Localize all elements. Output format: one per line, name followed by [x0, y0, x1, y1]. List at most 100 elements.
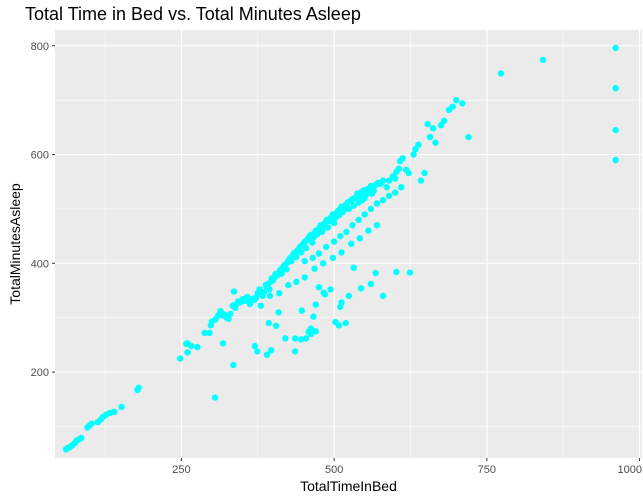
- data-point: [415, 141, 422, 148]
- data-point: [293, 278, 300, 285]
- data-point: [343, 228, 350, 235]
- data-point: [177, 355, 184, 362]
- data-point: [266, 286, 273, 293]
- data-point: [291, 335, 299, 342]
- data-point: [227, 310, 234, 318]
- data-point: [379, 197, 387, 204]
- y-tick-label: 600: [31, 150, 49, 162]
- data-point: [135, 384, 142, 391]
- data-point: [361, 211, 368, 218]
- data-point: [268, 347, 275, 354]
- data-point: [429, 125, 437, 132]
- data-point: [379, 177, 387, 184]
- data-point: [465, 133, 472, 141]
- data-point: [453, 97, 460, 104]
- data-point: [257, 302, 264, 309]
- data-point: [338, 299, 345, 306]
- data-point: [357, 285, 365, 292]
- data-point: [298, 249, 305, 256]
- data-point: [307, 325, 315, 332]
- data-point: [272, 322, 280, 329]
- data-point: [211, 394, 219, 401]
- data-point: [252, 294, 260, 301]
- data-point: [313, 231, 321, 238]
- data-point: [379, 292, 387, 300]
- data-point: [285, 281, 292, 289]
- data-point: [612, 156, 619, 164]
- x-axis-label: TotalTimeInBed: [300, 478, 397, 494]
- data-point: [311, 265, 318, 272]
- x-tick-label: 1000: [618, 464, 642, 476]
- major-gridlines: [55, 30, 642, 458]
- data-point: [324, 224, 332, 231]
- data-point: [219, 340, 227, 347]
- data-point: [246, 300, 254, 308]
- data-point: [78, 434, 85, 442]
- data-point: [337, 232, 344, 240]
- data-point: [312, 328, 319, 335]
- data-point: [497, 70, 505, 77]
- data-point: [345, 205, 352, 213]
- chart-title: Total Time in Bed vs. Total Minutes Asle…: [25, 4, 361, 24]
- data-point: [440, 117, 448, 125]
- x-tick-label: 250: [172, 464, 190, 476]
- data-point: [392, 189, 399, 196]
- data-point: [345, 292, 352, 300]
- x-tick-label: 750: [478, 464, 496, 476]
- data-point: [612, 85, 619, 92]
- data-point: [539, 56, 547, 64]
- data-point: [283, 266, 290, 273]
- data-point: [449, 103, 456, 110]
- data-point: [367, 205, 374, 213]
- data-point: [393, 268, 400, 276]
- data-point: [309, 239, 316, 246]
- data-point: [392, 175, 399, 182]
- data-point: [355, 216, 362, 223]
- data-point: [406, 269, 414, 276]
- data-point: [111, 408, 118, 415]
- data-point: [301, 257, 308, 265]
- data-point: [310, 313, 317, 320]
- data-point: [275, 309, 282, 316]
- data-point: [330, 238, 338, 245]
- data-point: [370, 187, 377, 194]
- data-point: [372, 269, 379, 277]
- data-point: [301, 274, 308, 281]
- data-point: [184, 340, 191, 347]
- data-point: [312, 301, 319, 308]
- data-point: [383, 184, 390, 191]
- data-point: [184, 349, 191, 356]
- data-point: [338, 249, 345, 256]
- data-point: [230, 361, 237, 369]
- data-point: [302, 244, 310, 252]
- data-point: [201, 329, 208, 337]
- data-point: [206, 329, 213, 337]
- data-point: [282, 335, 289, 342]
- data-point: [323, 243, 330, 251]
- y-tick-label: 200: [31, 367, 49, 379]
- data-point: [288, 257, 295, 265]
- y-axis-ticks: 200 400 600 800: [31, 41, 55, 379]
- data-point: [350, 264, 357, 271]
- data-point: [365, 227, 372, 234]
- y-tick-label: 800: [31, 41, 49, 53]
- data-point: [309, 254, 316, 262]
- data-point: [405, 169, 412, 177]
- data-point: [350, 202, 357, 209]
- data-point: [291, 348, 299, 355]
- data-point: [307, 330, 315, 338]
- data-point: [321, 291, 329, 298]
- data-point: [327, 286, 334, 293]
- data-point: [398, 184, 405, 191]
- data-point: [410, 151, 417, 158]
- data-point: [320, 260, 327, 267]
- data-point: [367, 280, 374, 288]
- data-point: [342, 319, 349, 327]
- data-point: [385, 177, 393, 184]
- data-point: [278, 270, 285, 277]
- data-point: [265, 319, 272, 327]
- data-point: [230, 288, 238, 295]
- data-point: [399, 155, 406, 162]
- data-point: [329, 254, 337, 262]
